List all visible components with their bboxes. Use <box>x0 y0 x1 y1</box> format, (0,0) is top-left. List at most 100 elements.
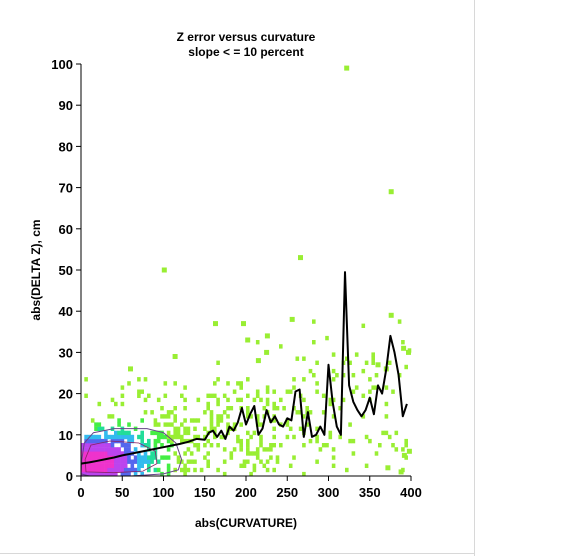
density-cell <box>120 401 125 407</box>
density-cell <box>206 393 210 398</box>
density-cell <box>196 443 201 448</box>
density-cell <box>84 447 88 452</box>
density-cell <box>97 426 102 431</box>
density-cell <box>137 393 141 398</box>
density-cell <box>104 455 108 460</box>
density-cell <box>401 340 405 345</box>
density-cell <box>305 406 309 411</box>
density-cell <box>368 389 372 394</box>
density-cell <box>331 447 336 452</box>
density-cell <box>361 368 366 374</box>
density-cell <box>348 422 352 427</box>
density-cell <box>213 393 217 398</box>
density-cell <box>143 410 148 415</box>
density-cell <box>123 434 128 440</box>
density-cell <box>206 438 210 444</box>
density-cell <box>206 451 210 456</box>
density-cell <box>186 426 191 431</box>
density-cell <box>374 385 379 390</box>
density-cell <box>153 467 158 473</box>
density-cell <box>104 459 108 464</box>
density-cell <box>90 467 95 473</box>
density-cell <box>90 418 95 423</box>
density-cell <box>104 471 108 477</box>
density-cell <box>123 459 128 464</box>
density-cell <box>120 385 125 390</box>
density-cell <box>265 401 270 407</box>
density-cell <box>387 434 392 440</box>
density-cell <box>160 414 164 419</box>
density-cell <box>81 443 85 448</box>
density-cell <box>163 455 168 460</box>
density-cell <box>117 459 121 464</box>
y-axis-ticks: 0 10 20 30 40 50 60 70 80 90 100 <box>51 57 81 484</box>
density-cell <box>117 455 121 460</box>
density-cell <box>153 438 158 444</box>
density-cell <box>285 434 290 440</box>
density-cell <box>391 443 395 448</box>
density-cell <box>84 463 88 468</box>
density-cell <box>216 418 220 423</box>
density-cell <box>226 414 230 419</box>
density-cell <box>107 443 111 448</box>
density-cell <box>246 459 250 464</box>
density-cell <box>176 459 181 464</box>
density-cell <box>137 377 141 382</box>
density-cell <box>259 459 263 464</box>
density-cell <box>186 459 191 464</box>
density-cell <box>183 418 187 423</box>
density-cell <box>94 422 98 427</box>
density-cell <box>351 438 356 444</box>
density-cell <box>239 385 243 390</box>
density-cell <box>90 438 95 444</box>
density-cell <box>371 356 375 361</box>
density-cell <box>315 459 319 464</box>
density-cell <box>160 430 164 436</box>
density-cell <box>189 459 194 464</box>
density-cell <box>226 422 230 427</box>
density-cell <box>94 451 98 456</box>
outlier-point <box>264 349 270 355</box>
density-cell <box>246 443 250 448</box>
density-cell <box>308 438 313 444</box>
density-cell <box>213 426 217 431</box>
density-cell <box>387 360 392 365</box>
density-cell <box>252 430 257 436</box>
density-cell <box>153 455 158 460</box>
density-cell <box>213 434 217 440</box>
density-cell <box>120 438 125 444</box>
density-cell <box>160 406 164 411</box>
density-cell <box>107 414 111 419</box>
density-cell <box>163 422 168 427</box>
density-cell <box>196 447 201 452</box>
density-cell <box>196 397 201 403</box>
density-cell <box>170 410 174 415</box>
density-cell <box>183 467 187 473</box>
x-tick-label: 300 <box>318 485 340 500</box>
density-cell <box>130 467 135 473</box>
density-cell <box>114 467 118 473</box>
density-cell <box>94 434 98 440</box>
density-cell <box>166 455 171 460</box>
density-cell <box>183 471 187 477</box>
density-cell <box>156 397 161 403</box>
density-cell <box>97 463 102 468</box>
density-cell <box>94 447 98 452</box>
density-cell <box>239 438 243 444</box>
outlier-point <box>388 189 394 195</box>
density-cell <box>302 377 306 382</box>
density-cell <box>84 459 88 464</box>
y-tick-label: 10 <box>59 428 73 443</box>
outlier-point <box>255 358 261 364</box>
outlier-point <box>289 316 295 322</box>
density-cell <box>288 463 293 468</box>
density-cell <box>137 467 141 473</box>
density-cell <box>140 434 144 440</box>
density-cell <box>100 455 105 460</box>
y-tick-label: 60 <box>59 222 73 237</box>
density-cell <box>292 455 296 460</box>
density-cell <box>156 434 161 440</box>
density-cell <box>292 385 296 390</box>
density-cell <box>354 385 359 390</box>
density-cell <box>272 467 276 473</box>
